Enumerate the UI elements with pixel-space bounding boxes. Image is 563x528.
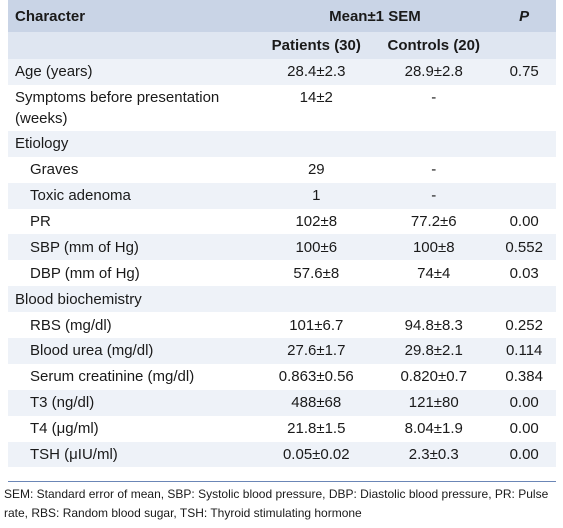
row-patients: 101±6.7 [289, 316, 344, 334]
row-label: Blood urea (mg/dl) [30, 342, 154, 360]
table-header: Character Mean±1 SEM P Patients (30) Con… [8, 0, 556, 59]
row-controls [375, 286, 492, 312]
table-row: PR 102±8 77.2±6 0.00 [8, 208, 556, 235]
table-row: Etiology [8, 130, 556, 157]
row-controls: 77.2±6 [410, 213, 457, 230]
table-footnote: SEM: Standard error of mean, SBP: Systol… [4, 487, 549, 520]
row-controls: 2.3±0.3 [408, 446, 459, 464]
row-p: 0.75 [509, 63, 539, 81]
header-p: P [519, 7, 530, 25]
row-controls: 74±4 [417, 264, 451, 282]
row-label: PR [30, 213, 51, 230]
row-patients [257, 131, 375, 157]
header-mean-sem: Mean±1 SEM [329, 7, 421, 25]
row-controls: 0.820±0.7 [400, 368, 468, 386]
row-p: 0.00 [509, 394, 539, 412]
row-label: SBP (mm of Hg) [30, 238, 139, 256]
header-patients: Patients (30) [271, 37, 361, 54]
row-patients: 28.4±2.3 [287, 63, 346, 81]
row-p [492, 131, 556, 157]
table-row: Blood urea (mg/dl) 27.6±1.7 29.8±2.1 0.1… [8, 338, 556, 364]
row-patients: 1 [312, 187, 321, 205]
row-controls: 8.04±1.9 [404, 420, 463, 438]
table-body: Age (years) 28.4±2.3 28.9±2.8 0.75 Sympt… [8, 59, 556, 468]
row-controls: 29.8±2.1 [404, 342, 463, 360]
table: Character Mean±1 SEM P Patients (30) Con… [8, 0, 556, 468]
row-p [492, 157, 556, 183]
row-controls: - [431, 88, 437, 106]
row-controls: 121±80 [408, 394, 459, 412]
row-patients: 29 [307, 161, 325, 179]
row-patients: 0.863±0.56 [278, 368, 354, 386]
row-label: DBP (mm of Hg) [30, 264, 140, 282]
row-p: 0.252 [505, 316, 543, 334]
row-controls [375, 131, 492, 157]
data-table: Character Mean±1 SEM P Patients (30) Con… [8, 0, 556, 468]
row-patients [257, 286, 375, 312]
row-p: 0.114 [505, 342, 543, 360]
row-p [492, 286, 556, 312]
row-label: Age (years) [15, 63, 93, 81]
table-row: Toxic adenoma 1 - [8, 182, 556, 209]
table-row: Graves 29 - [8, 156, 556, 183]
table-row: TSH (μIU/ml) 0.05±0.02 2.3±0.3 0.00 [8, 441, 556, 468]
bottom-rule [8, 481, 556, 482]
row-label: T4 (μg/ml) [30, 420, 99, 438]
row-label: RBS (mg/dl) [30, 316, 112, 334]
table-row: RBS (mg/dl) 101±6.7 94.8±8.3 0.252 [8, 312, 556, 339]
row-patients: 27.6±1.7 [287, 342, 346, 360]
row-p: 0.03 [509, 264, 539, 282]
row-label: Blood biochemistry [15, 290, 142, 308]
row-controls: 94.8±8.3 [404, 316, 463, 334]
row-label: Graves [30, 161, 79, 179]
row-patients: 0.05±0.02 [282, 446, 350, 464]
row-label: TSH (μIU/ml) [30, 446, 118, 464]
row-patients: 100±6 [295, 238, 338, 256]
top-rule [8, 0, 556, 1]
row-p: 0.384 [505, 368, 543, 386]
row-label: Serum creatinine (mg/dl) [30, 368, 195, 386]
table-row: Serum creatinine (mg/dl) 0.863±0.56 0.82… [8, 363, 556, 390]
row-p: 0.00 [509, 446, 539, 464]
row-patients: 102±8 [295, 213, 338, 230]
table-row: Symptoms before presentation (weeks) 14±… [8, 84, 556, 131]
header-controls: Controls (20) [387, 37, 480, 54]
row-p: 0.00 [509, 420, 539, 438]
table-row: T4 (μg/ml) 21.8±1.5 8.04±1.9 0.00 [8, 415, 556, 442]
table-row: Age (years) 28.4±2.3 28.9±2.8 0.75 [8, 59, 556, 85]
table-row: SBP (mm of Hg) 100±6 100±8 0.552 [8, 234, 556, 261]
header-blank [8, 32, 257, 59]
row-controls: 100±8 [412, 238, 455, 256]
row-p: 0.552 [505, 238, 543, 256]
table-row: DBP (mm of Hg) 57.6±8 74±4 0.03 [8, 260, 556, 287]
header-row-2: Patients (30) Controls (20) [8, 32, 556, 59]
table-row: Blood biochemistry [8, 286, 556, 313]
row-label: T3 (ng/dl) [30, 394, 95, 412]
row-patients: 488±68 [291, 394, 342, 412]
row-p [492, 85, 556, 131]
row-p [492, 183, 556, 209]
row-controls: - [431, 161, 437, 179]
row-p: 0.00 [509, 213, 539, 230]
row-patients: 21.8±1.5 [287, 420, 346, 438]
table-row: T3 (ng/dl) 488±68 121±80 0.00 [8, 389, 556, 416]
row-label: Toxic adenoma [30, 187, 131, 205]
row-label: Etiology [15, 135, 69, 153]
header-blank-p [492, 32, 556, 59]
header-row-1: Character Mean±1 SEM P [8, 0, 556, 32]
row-controls: 28.9±2.8 [404, 63, 463, 81]
header-character: Character [15, 7, 86, 25]
row-patients: 14±2 [299, 88, 333, 106]
row-patients: 57.6±8 [293, 264, 340, 282]
row-label: Symptoms before presentation (weeks) [15, 88, 220, 127]
row-controls: - [431, 187, 437, 205]
